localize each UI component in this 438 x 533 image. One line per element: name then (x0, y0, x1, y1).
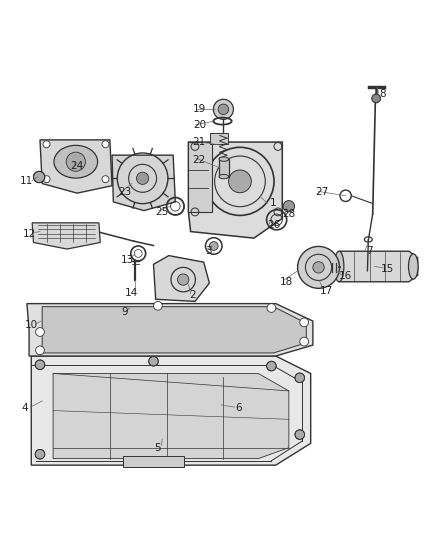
Ellipse shape (219, 157, 229, 161)
Text: 17: 17 (319, 286, 332, 295)
Text: 19: 19 (193, 104, 206, 114)
Text: 18: 18 (280, 277, 293, 287)
Circle shape (229, 170, 251, 193)
Text: 24: 24 (71, 161, 84, 171)
Circle shape (300, 337, 308, 346)
Polygon shape (27, 304, 313, 356)
Text: 4: 4 (21, 403, 28, 414)
Circle shape (177, 274, 189, 285)
Text: 1: 1 (270, 198, 277, 208)
Text: 22: 22 (193, 155, 206, 165)
Ellipse shape (409, 254, 418, 279)
Bar (210, 133, 228, 144)
Circle shape (297, 246, 339, 288)
Text: 6: 6 (235, 403, 242, 414)
Polygon shape (40, 140, 112, 193)
Circle shape (267, 361, 276, 371)
Polygon shape (32, 223, 100, 249)
Bar (219, 159, 229, 176)
Circle shape (33, 171, 45, 183)
Circle shape (267, 304, 276, 312)
Bar (188, 142, 212, 212)
Circle shape (35, 346, 44, 354)
Circle shape (43, 141, 50, 148)
Circle shape (149, 357, 158, 366)
Text: 13: 13 (121, 255, 134, 265)
Text: 7: 7 (366, 246, 373, 256)
Circle shape (295, 373, 304, 383)
Text: 5: 5 (155, 443, 161, 453)
Polygon shape (153, 256, 209, 302)
Text: 12: 12 (22, 229, 36, 239)
Circle shape (209, 241, 218, 251)
Circle shape (35, 449, 45, 459)
Ellipse shape (334, 251, 344, 282)
Circle shape (218, 104, 229, 115)
Text: 26: 26 (267, 220, 280, 230)
Text: 16: 16 (339, 271, 352, 281)
Text: 27: 27 (315, 187, 328, 197)
Ellipse shape (54, 146, 98, 178)
Text: 21: 21 (193, 137, 206, 147)
Polygon shape (42, 306, 306, 353)
Text: 2: 2 (190, 290, 196, 300)
Circle shape (153, 302, 162, 310)
Circle shape (313, 262, 324, 273)
Text: 8: 8 (379, 89, 386, 99)
Polygon shape (188, 142, 283, 238)
Circle shape (66, 152, 85, 171)
Circle shape (300, 318, 308, 327)
Bar (123, 456, 184, 467)
Circle shape (43, 176, 50, 183)
Text: 25: 25 (155, 207, 169, 217)
Text: 14: 14 (125, 288, 138, 298)
Text: 9: 9 (122, 308, 128, 317)
Polygon shape (31, 356, 311, 465)
Circle shape (102, 141, 109, 148)
Text: 20: 20 (193, 119, 206, 130)
Polygon shape (112, 155, 175, 211)
Text: 23: 23 (119, 187, 132, 197)
Circle shape (372, 94, 381, 103)
Text: 15: 15 (381, 264, 394, 273)
Polygon shape (53, 374, 289, 458)
Circle shape (35, 328, 44, 336)
Circle shape (137, 172, 149, 184)
Circle shape (295, 430, 304, 439)
Text: 10: 10 (25, 320, 38, 330)
Ellipse shape (219, 174, 229, 179)
Text: 28: 28 (282, 209, 296, 219)
Circle shape (283, 200, 294, 212)
Text: 11: 11 (20, 176, 34, 187)
Circle shape (102, 176, 109, 183)
Text: 3: 3 (205, 246, 212, 256)
Polygon shape (339, 251, 418, 282)
Circle shape (213, 99, 233, 119)
Circle shape (35, 360, 45, 369)
